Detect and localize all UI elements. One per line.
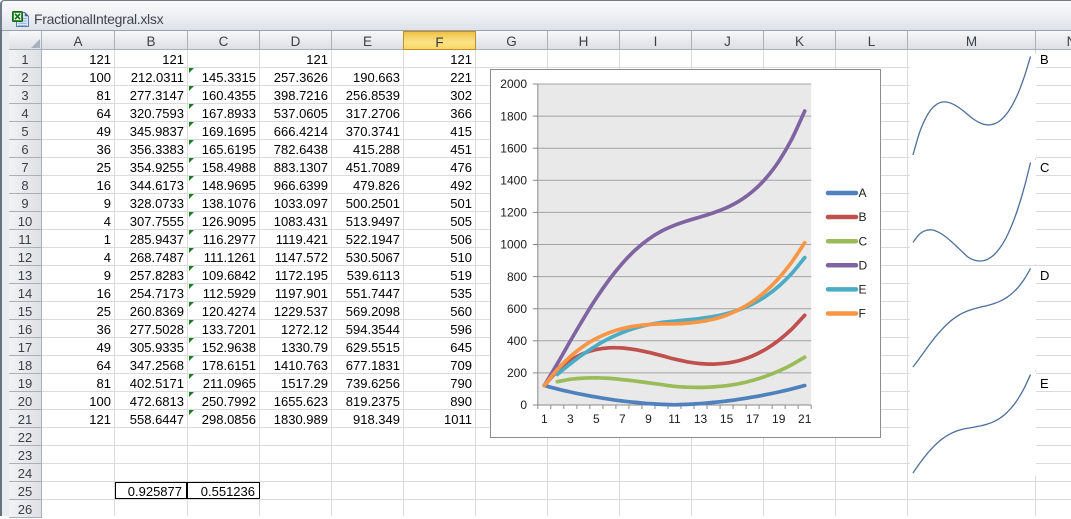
svg-text:1800: 1800: [500, 109, 527, 123]
svg-text:0: 0: [520, 398, 527, 412]
svg-text:600: 600: [507, 302, 527, 316]
svg-text:13: 13: [694, 412, 708, 426]
svg-text:C: C: [859, 234, 868, 248]
svg-text:9: 9: [645, 412, 652, 426]
svg-text:17: 17: [746, 412, 760, 426]
svg-text:1600: 1600: [500, 141, 527, 155]
svg-text:19: 19: [772, 412, 786, 426]
svg-text:E: E: [859, 283, 867, 297]
svg-text:15: 15: [720, 412, 734, 426]
svg-text:1400: 1400: [500, 174, 527, 188]
svg-text:1200: 1200: [500, 206, 527, 220]
svg-text:1: 1: [541, 412, 548, 426]
svg-text:7: 7: [619, 412, 626, 426]
svg-text:2000: 2000: [500, 77, 527, 91]
svg-text:21: 21: [798, 412, 812, 426]
svg-text:800: 800: [507, 270, 527, 284]
svg-text:A: A: [859, 186, 867, 200]
svg-text:5: 5: [593, 412, 600, 426]
svg-text:1000: 1000: [500, 238, 527, 252]
svg-text:3: 3: [567, 412, 574, 426]
svg-text:200: 200: [507, 366, 527, 380]
svg-text:D: D: [859, 259, 868, 273]
svg-text:F: F: [859, 307, 866, 321]
svg-text:11: 11: [668, 412, 681, 426]
svg-text:B: B: [859, 210, 867, 224]
svg-text:400: 400: [507, 334, 527, 348]
